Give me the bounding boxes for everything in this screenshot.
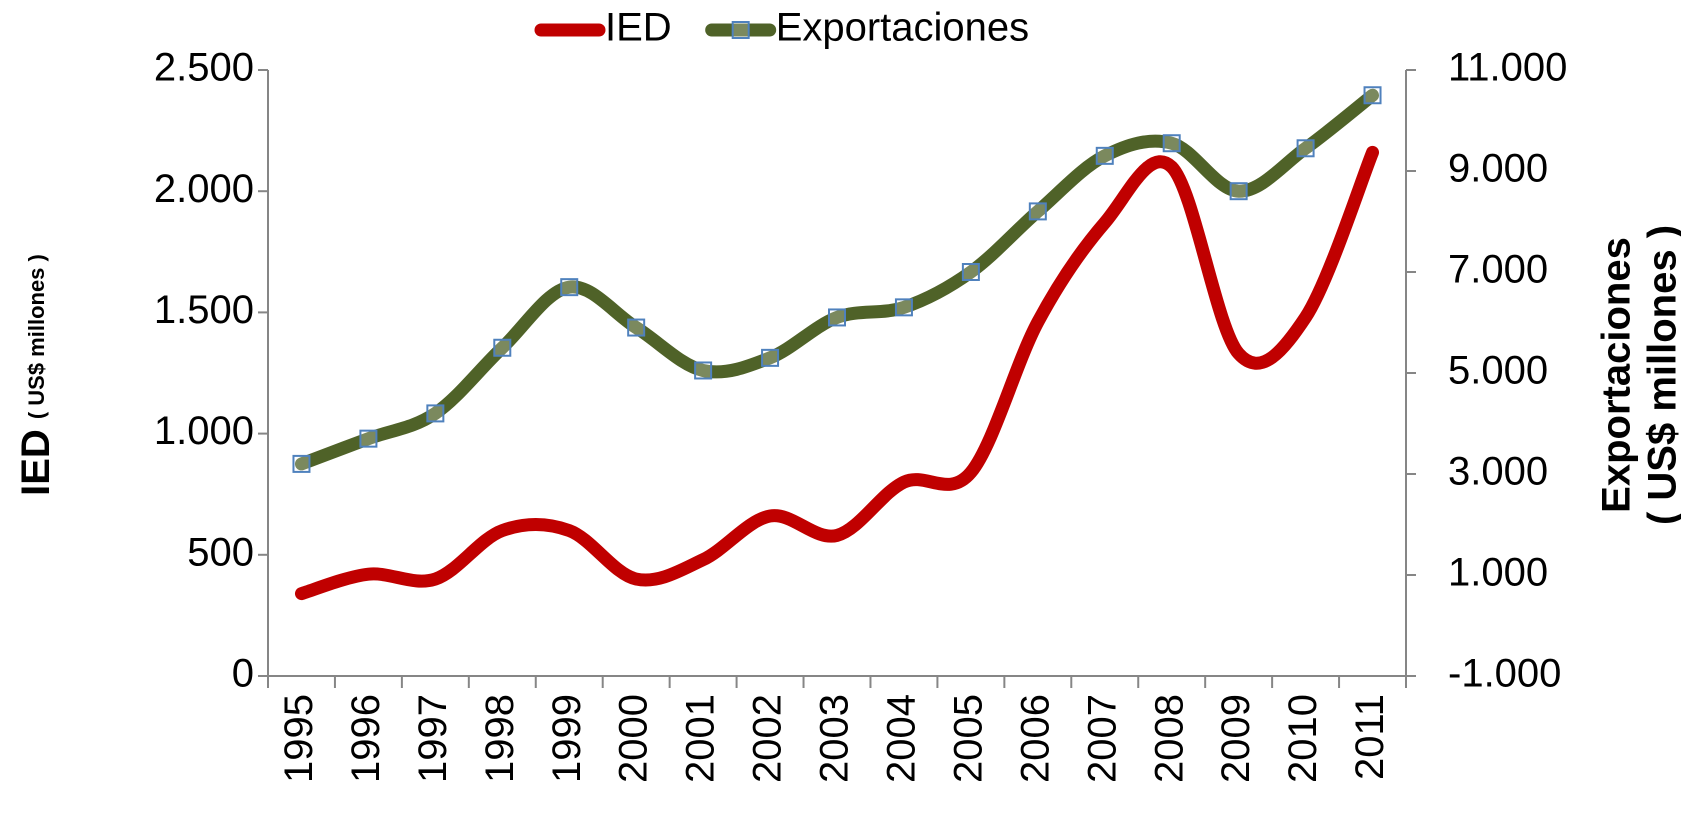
series-line: [294, 88, 1380, 471]
legend-label: IED: [605, 6, 672, 50]
y2-tick-label: 9.000: [1448, 147, 1548, 191]
series-marker: [493, 338, 512, 357]
y-axis-title-main: IED: [14, 429, 58, 496]
series-marker: [292, 454, 311, 473]
x-tick-label: 2000: [612, 694, 656, 783]
x-tick-label: 2009: [1214, 694, 1258, 783]
y2-tick-label: 1.000: [1448, 551, 1548, 595]
series-marker: [761, 348, 780, 367]
y2-tick-label: 5.000: [1448, 349, 1548, 393]
y-tick-label: 2.500: [154, 46, 254, 90]
x-tick-label: 2007: [1080, 694, 1124, 783]
x-tick-label: 1998: [478, 694, 522, 783]
y-tick-label: 2.000: [154, 167, 254, 211]
series-marker: [1229, 182, 1248, 201]
y-tick-label: 500: [187, 530, 254, 574]
x-tick-label: 2003: [813, 694, 857, 783]
x-tick-label: 2001: [679, 694, 723, 783]
series-marker: [694, 361, 713, 380]
series-marker: [1028, 202, 1047, 221]
series-marker: [359, 429, 378, 448]
y2-axis-title: Exportaciones: [1595, 237, 1639, 513]
x-tick-label: 2005: [946, 694, 990, 783]
y-tick-label: 1.500: [154, 288, 254, 332]
y2-tick-label: -1.000: [1448, 652, 1561, 696]
x-tick-label: 2004: [880, 694, 924, 783]
legend-marker: [731, 21, 750, 39]
x-tick-label: 1999: [545, 694, 589, 783]
series-marker: [961, 263, 980, 281]
series-marker: [1095, 146, 1114, 165]
y2-tick-label: 7.000: [1448, 248, 1548, 292]
series-marker: [560, 278, 579, 297]
series-marker: [828, 308, 846, 327]
series-marker: [627, 318, 646, 337]
series-marker: [426, 404, 445, 423]
x-tick-label: 2010: [1281, 694, 1325, 783]
y-axis-title: IED ( US$ millones ): [14, 254, 58, 496]
y2-tick-label: 11.000: [1448, 46, 1567, 90]
x-tick-label: 2011: [1348, 694, 1392, 780]
x-tick-label: 1997: [411, 694, 455, 783]
series-marker: [1162, 134, 1181, 153]
series-marker: [894, 298, 913, 317]
y2-axis-title-sub: ( US$ millones ): [1641, 225, 1681, 525]
series-line: [294, 145, 1380, 601]
x-tick-label: 2008: [1147, 694, 1191, 783]
y-tick-label: 0: [232, 652, 254, 696]
series-marker: [1296, 139, 1315, 158]
x-tick-label: 1996: [344, 694, 388, 783]
x-tick-label: 2006: [1013, 694, 1057, 783]
legend-label: Exportaciones: [776, 6, 1029, 50]
y2-tick-label: 3.000: [1448, 450, 1548, 494]
x-tick-label: 1995: [277, 694, 321, 783]
y-axis-title-sub: ( US$ millones ): [24, 254, 49, 419]
y-tick-label: 1.000: [154, 409, 254, 453]
x-tick-label: 2002: [746, 694, 790, 783]
series-marker: [1363, 86, 1382, 105]
